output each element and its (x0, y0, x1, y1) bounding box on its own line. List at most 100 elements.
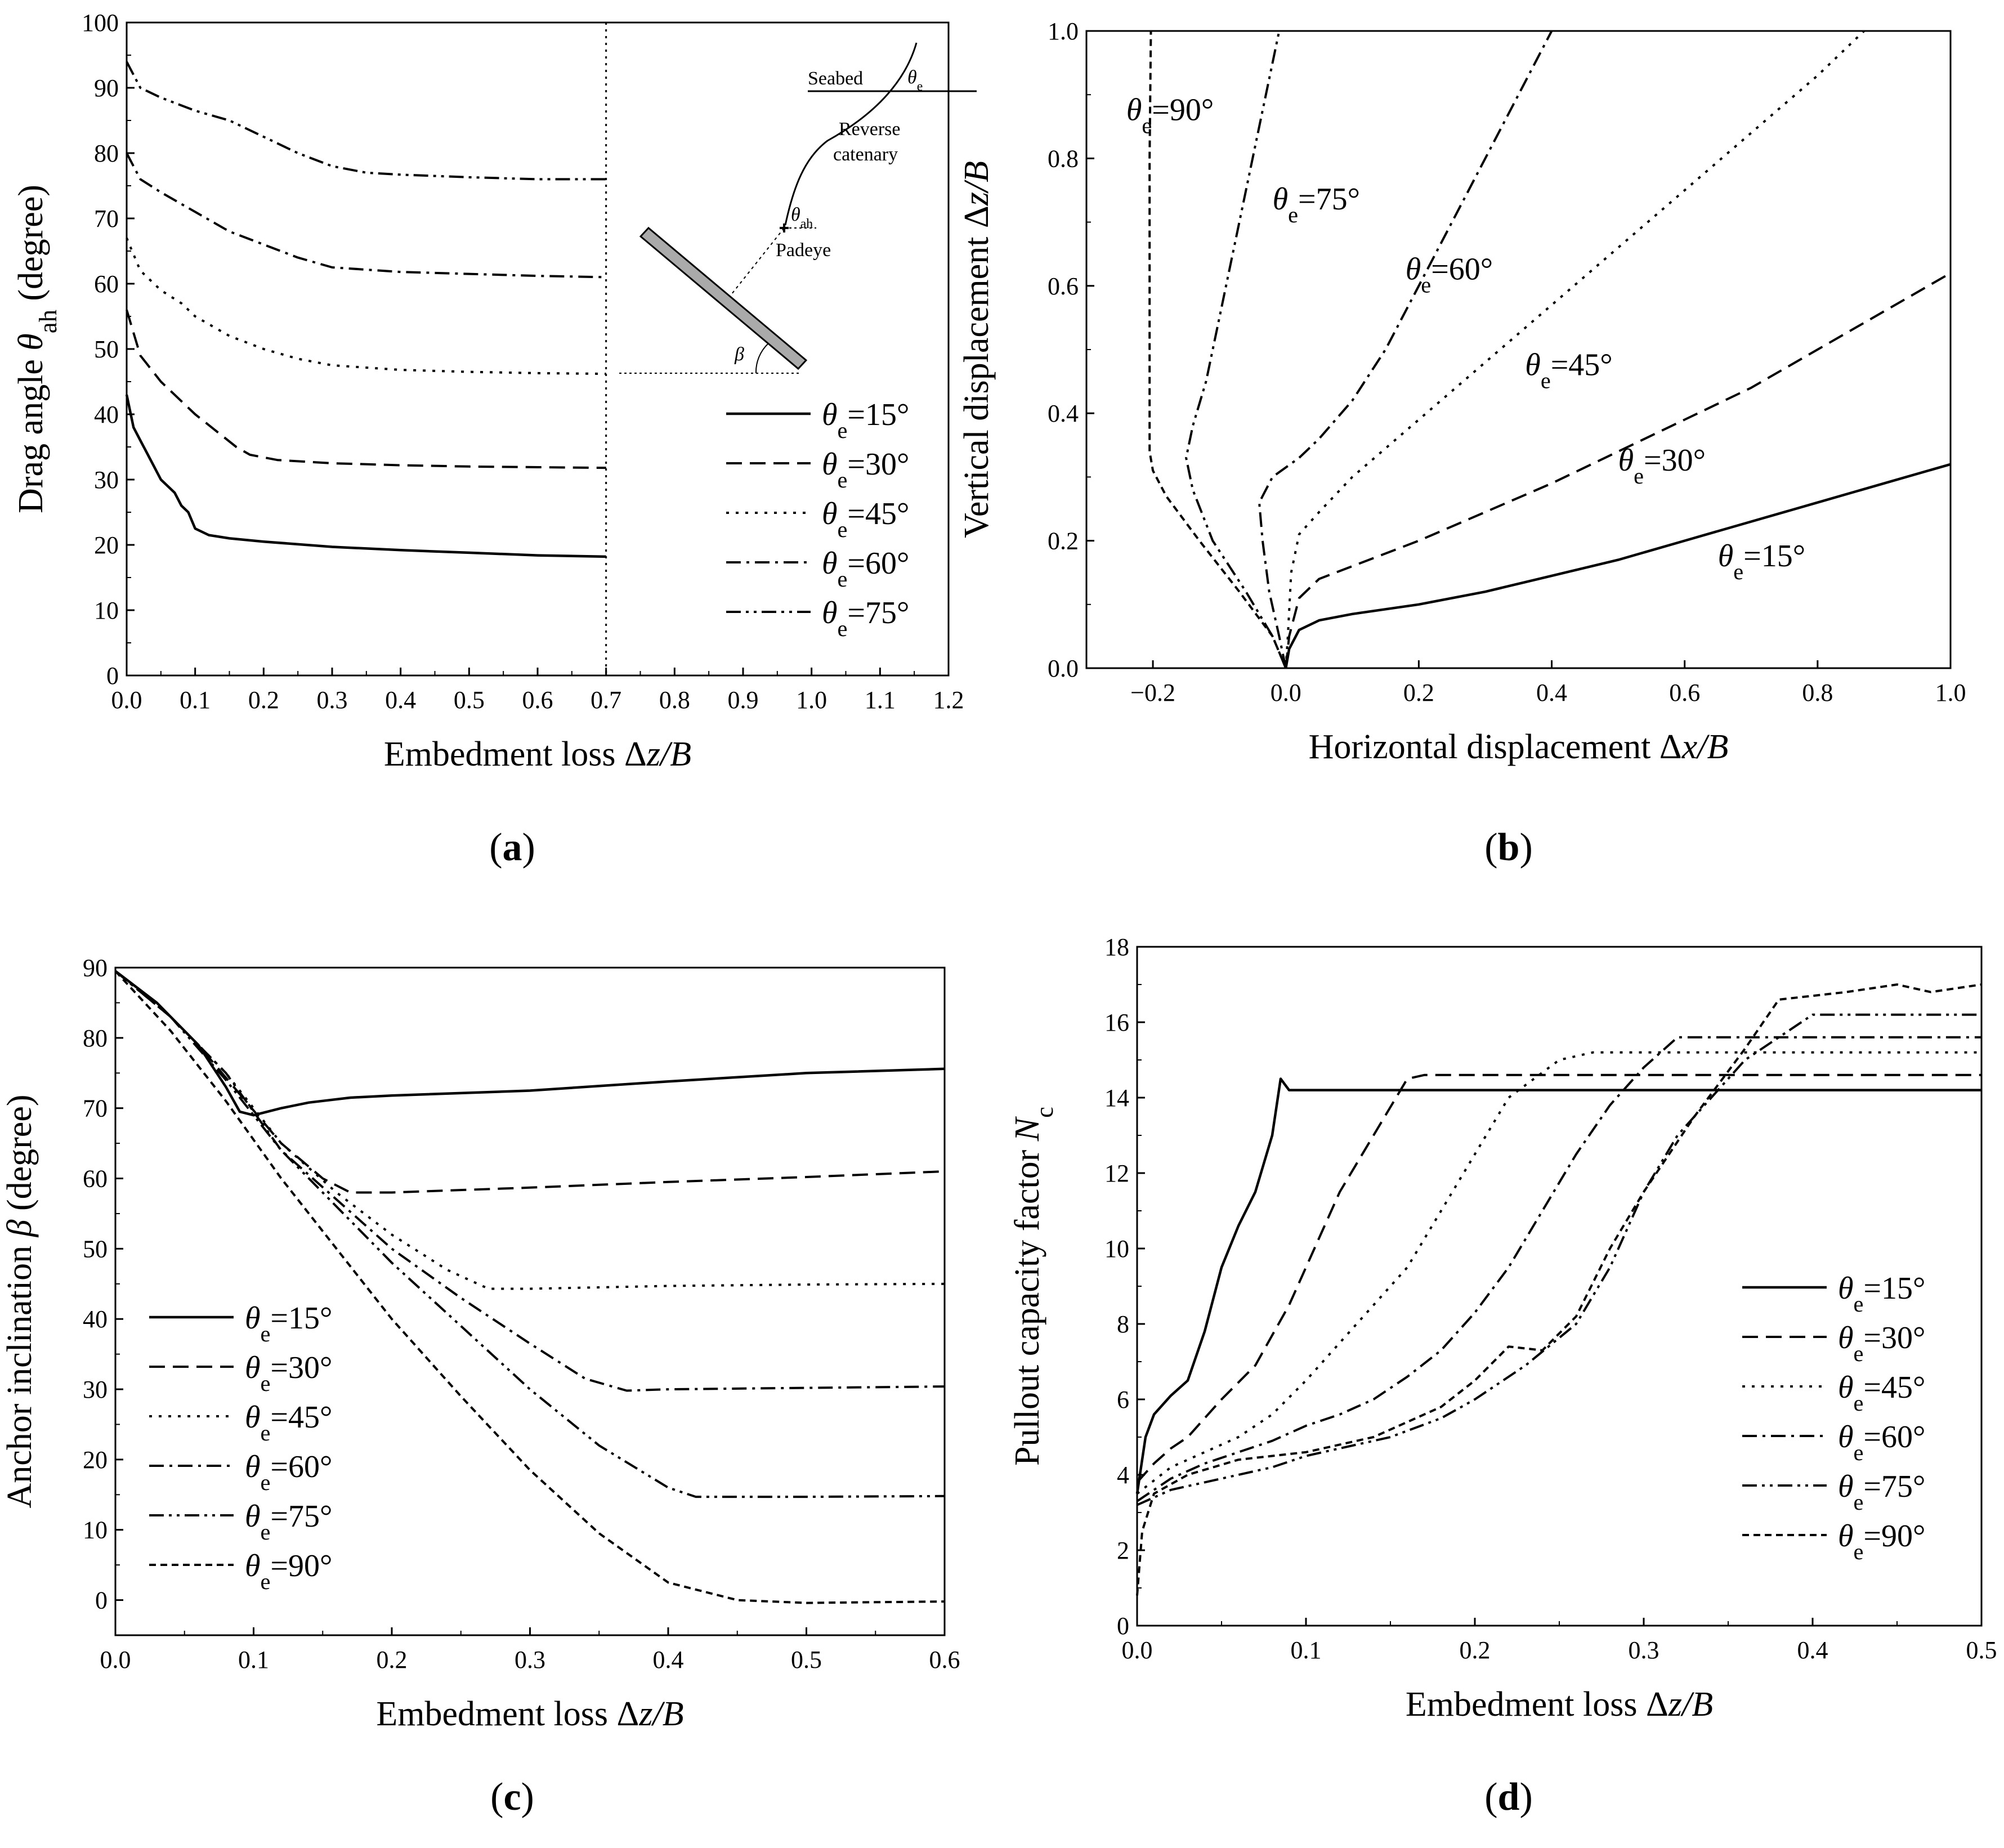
label-symbol: θ (245, 1350, 261, 1385)
label-subscript: e (261, 1569, 271, 1594)
y-tick-label: 0 (106, 662, 119, 690)
y-tick-label: 90 (83, 954, 108, 982)
panel-label: (c) (490, 1775, 534, 1819)
label-subscript: e (1854, 1440, 1864, 1465)
legend-label: θe=75° (245, 1499, 332, 1545)
label-symbol: θ (1718, 539, 1734, 574)
legend-label: θe=15° (1838, 1271, 1925, 1317)
label-text: =60° (1863, 1420, 1925, 1455)
series-line-1 (1136, 1073, 1981, 1483)
label-symbol: β (1, 1219, 39, 1237)
chart-panel-a: 0.0 0.1 0.2 0.3 0.4 0.5 0.6 0.7 0.8 0.9 1.0 1.1 1.2 0… (12, 9, 977, 869)
x-tick-label: 0.0 (1122, 1636, 1153, 1664)
x-tick-label: 0.5 (791, 1646, 822, 1674)
label-symbol: θ (907, 67, 917, 88)
series-line-0 (125, 394, 606, 558)
label-symbol: N (1008, 1116, 1046, 1142)
x-tick-label: 0.5 (1966, 1636, 1997, 1664)
label-symbol: θ (1838, 1469, 1854, 1504)
label-subscript: e (838, 517, 848, 542)
label-subscript: e (261, 1470, 271, 1495)
label-text: (degree) (12, 185, 50, 310)
y-tick-label: 10 (83, 1516, 108, 1544)
y-tick-label: 50 (83, 1235, 108, 1263)
series-annotation: θe=75° (1273, 182, 1360, 227)
label-text: (degree) (1, 1095, 39, 1220)
x-axis-title: Embedment loss Δz/B (376, 1695, 683, 1733)
series-line-2 (126, 238, 606, 375)
beta-arc (755, 343, 769, 374)
legend-label: θe=60° (1838, 1420, 1925, 1465)
y-axis-title: Drag angle θah (degree) (12, 185, 62, 513)
series-line-4 (126, 61, 606, 181)
label-subscript: e (1288, 202, 1298, 227)
x-tick-label: 0.3 (317, 686, 348, 714)
label-text: =90° (1863, 1519, 1925, 1554)
label-text: =15° (847, 397, 909, 432)
x-tick-label: 0.4 (653, 1646, 684, 1674)
x-tick-label: 1.0 (796, 686, 827, 714)
y-tick-label: 18 (1104, 933, 1129, 961)
x-tick-label: 0.2 (1460, 1636, 1491, 1664)
label-subscript: e (1634, 463, 1644, 489)
panel-label: (b) (1484, 826, 1533, 869)
label-subscript: e (261, 1371, 271, 1396)
letter: d (1498, 1775, 1520, 1819)
x-tick-label: 1.0 (1935, 679, 1966, 706)
y-tick-label: 80 (83, 1024, 108, 1052)
theta-e-label: θe (907, 67, 923, 94)
series-line-3 (1136, 1036, 1981, 1502)
label-text: Anchor inclination (1, 1237, 39, 1508)
label-text: =75° (847, 596, 909, 630)
label-text: =60° (1431, 252, 1493, 287)
label-symbol: θ (1838, 1321, 1854, 1355)
series-line-4 (1137, 1013, 1981, 1506)
legend-label: θe=75° (1838, 1469, 1925, 1515)
label-subscript: e (261, 1321, 271, 1346)
label-text: Vertical displacement Δ (958, 205, 996, 538)
catenary-line (784, 42, 918, 226)
y-axis-title: Pullout capacity factor Nc (1008, 1107, 1058, 1466)
legend-label: θe=75° (822, 596, 909, 641)
label-symbol: θ (822, 596, 838, 630)
y-tick-label: 0.0 (1048, 655, 1079, 682)
label-text: Embedment loss Δ (376, 1695, 639, 1733)
label-symbol: θ (245, 1499, 261, 1534)
anchor-plate (639, 226, 808, 370)
label-subscript: e (1854, 1291, 1864, 1317)
x-tick-label: 0.9 (728, 686, 759, 714)
y-axis-title: Vertical displacement Δz/B (958, 161, 996, 538)
label-symbol: θ (1838, 1519, 1854, 1554)
series-line-4 (114, 970, 945, 1498)
catenary-label: catenary (833, 144, 898, 165)
y-tick-label: 90 (94, 74, 119, 102)
label-text: Drag angle (12, 351, 50, 513)
label-text: =75° (1298, 182, 1360, 217)
y-tick-label: 30 (94, 466, 119, 494)
label-subscript: e (838, 418, 848, 443)
label-symbol: θ (1126, 92, 1142, 127)
y-tick-label: 4 (1117, 1461, 1129, 1489)
label-text: =45° (1863, 1370, 1925, 1405)
y-tick-label: 0.4 (1048, 400, 1079, 427)
series-annotation: θe=60° (1406, 252, 1493, 297)
label-text: =15° (1863, 1271, 1925, 1306)
label-subscript: e (1854, 1539, 1864, 1564)
panel-label: (a) (489, 826, 535, 869)
reverse-label: Reverse (839, 119, 901, 140)
label-text: =30° (1863, 1321, 1925, 1355)
x-tick-label: 0.1 (180, 686, 211, 714)
label-subscript: e (838, 467, 848, 493)
x-tick-label: 0.3 (515, 1646, 545, 1674)
letter: a (503, 826, 522, 869)
x-tick-label: 0.0 (100, 1646, 131, 1674)
x-tick-label: 0.8 (1802, 679, 1833, 706)
y-tick-label: 16 (1104, 1009, 1129, 1036)
series-line-2 (1285, 30, 1865, 669)
label-symbol: θ (1838, 1420, 1854, 1455)
label-symbol: θ (12, 333, 50, 350)
y-tick-label: 20 (83, 1446, 108, 1474)
label-symbol: θ (791, 204, 800, 225)
legend: θe=15°θe=30°θe=45°θe=60°θe=75° (726, 397, 909, 641)
